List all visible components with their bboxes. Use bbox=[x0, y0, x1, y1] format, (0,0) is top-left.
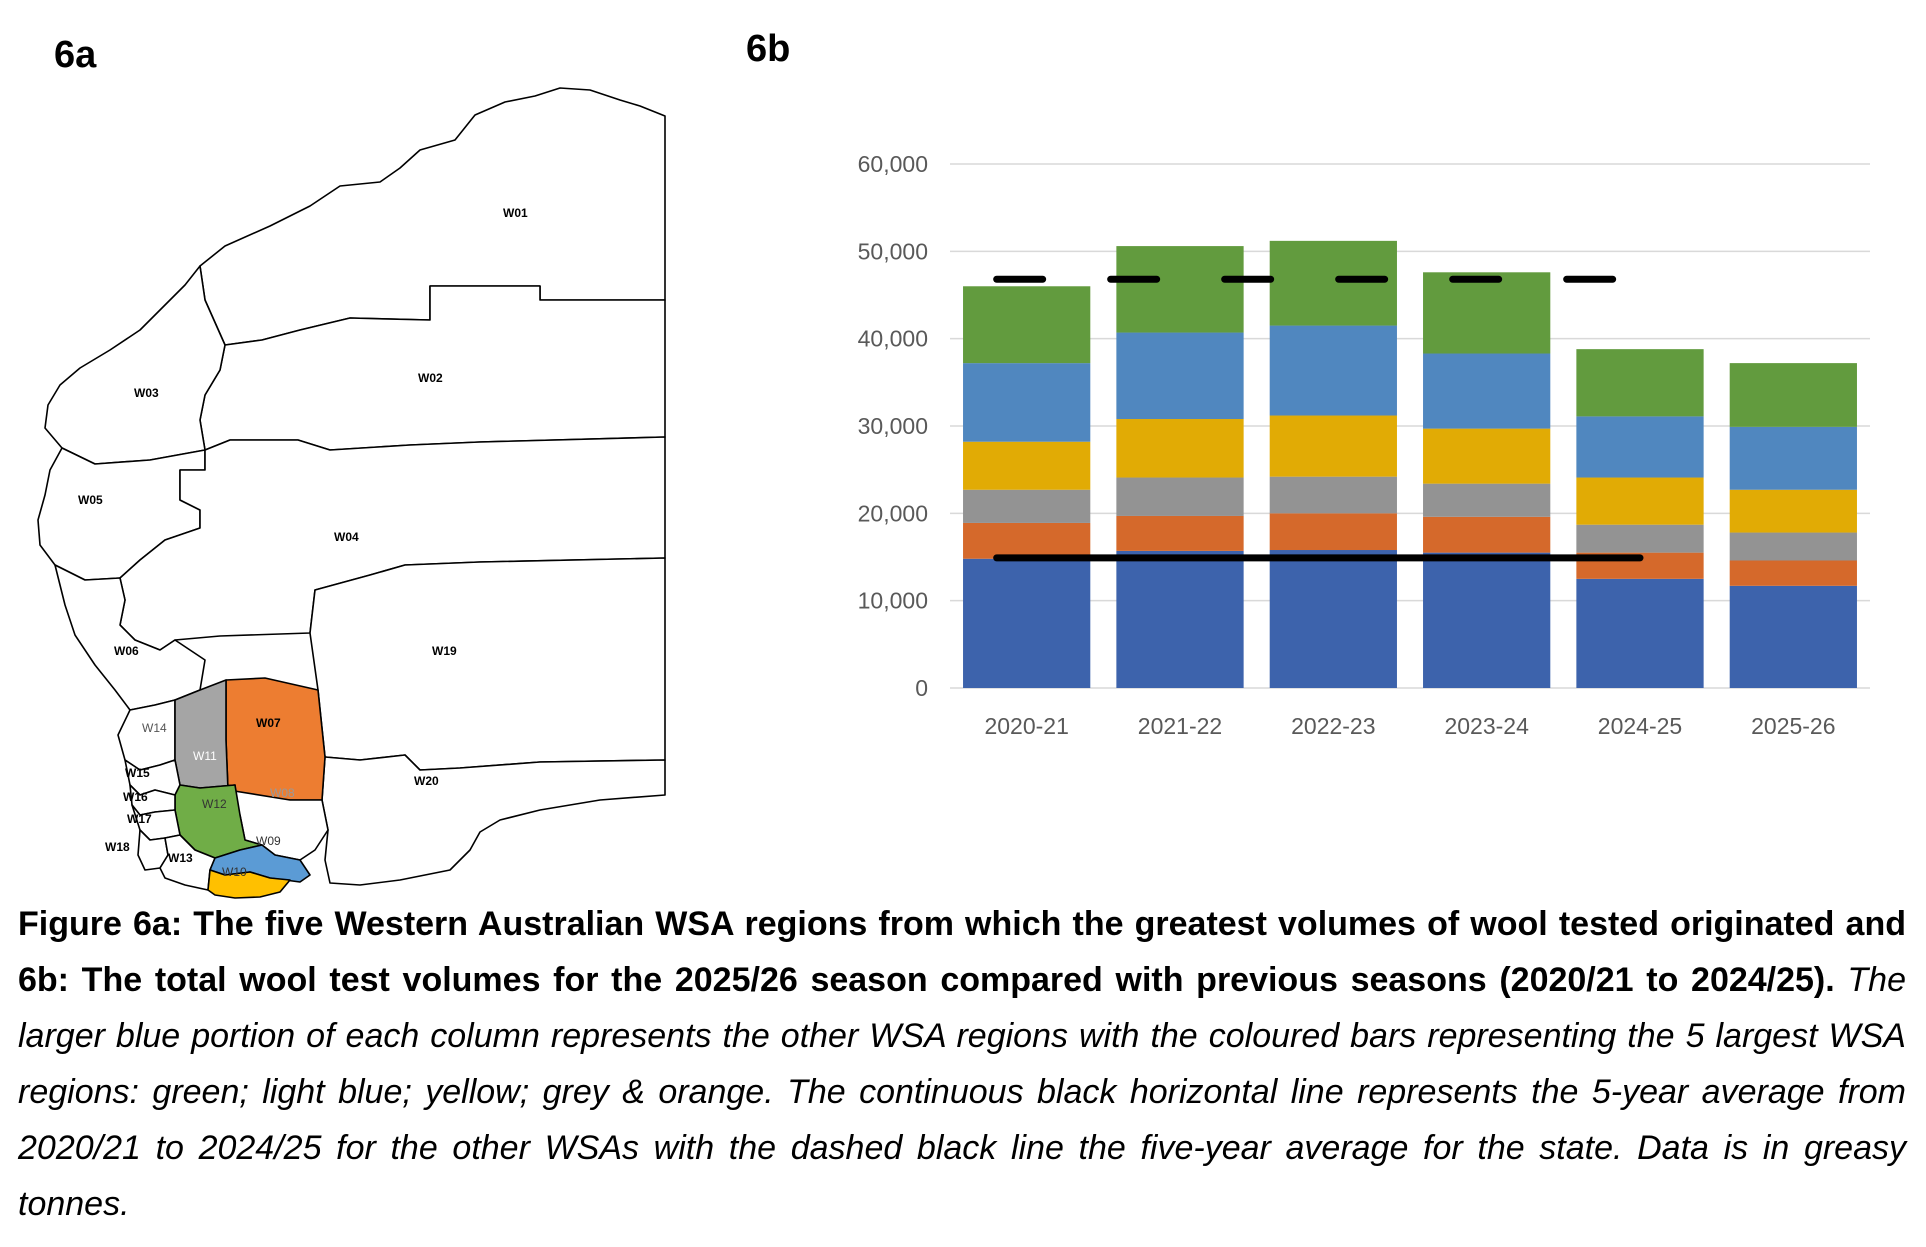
map-region-w06 bbox=[54, 564, 206, 711]
caption-bold-text: Figure 6a: The five Western Australian W… bbox=[18, 905, 1906, 999]
map-region-w03 bbox=[44, 265, 226, 465]
bar-segment bbox=[1729, 585, 1857, 688]
y-tick-label: 50,000 bbox=[858, 238, 928, 264]
map-label-w09: W09 bbox=[256, 834, 281, 848]
map-label-w12: W12 bbox=[202, 797, 227, 811]
map-label-w10: W10 bbox=[222, 865, 247, 879]
map-region-w07 bbox=[225, 677, 326, 801]
chart-y-tick-labels: 0 10,000 20,000 30,000 40,000 50,000 60,000 bbox=[858, 151, 928, 701]
panel-b-label: 6b bbox=[746, 28, 791, 70]
map-region-w10 bbox=[207, 869, 291, 899]
bar-segment bbox=[1729, 560, 1857, 586]
bar-segment bbox=[1729, 532, 1857, 561]
map-region-w11 bbox=[174, 679, 236, 793]
bar-segment bbox=[1576, 416, 1704, 478]
bar-segment bbox=[1576, 477, 1704, 525]
figure-caption: Figure 6a: The five Western Australian W… bbox=[18, 896, 1906, 1232]
bar-segment bbox=[1269, 513, 1397, 551]
x-tick-label: 2023-24 bbox=[1444, 713, 1529, 739]
bar-segment bbox=[1116, 246, 1244, 333]
map-region-w14 bbox=[117, 699, 176, 771]
bar-segment bbox=[1729, 426, 1857, 490]
x-tick-label: 2025-26 bbox=[1751, 713, 1835, 739]
y-tick-label: 30,000 bbox=[858, 413, 928, 439]
chart-x-tick-labels: 2020-21 2021-22 2022-23 2023-24 2024-25 2025-… bbox=[984, 713, 1835, 739]
bar-segment bbox=[1423, 552, 1551, 688]
bar-segment bbox=[963, 363, 1091, 442]
map-label-w17: W17 bbox=[127, 812, 152, 826]
bar-segment bbox=[963, 286, 1091, 364]
bar-segment bbox=[1729, 489, 1857, 533]
chart-bars bbox=[963, 240, 1857, 688]
map-label-w08: W08 bbox=[270, 786, 295, 800]
map-label-w18: W18 bbox=[105, 840, 130, 854]
x-tick-label: 2022-23 bbox=[1291, 713, 1375, 739]
wool-volume-stacked-bar-chart: 0 10,000 20,000 30,000 40,000 50,000 60,000 20… bbox=[858, 151, 1870, 739]
map-label-w15: W15 bbox=[125, 766, 150, 780]
bar-segment bbox=[1423, 353, 1551, 429]
bar-segment bbox=[1269, 476, 1397, 514]
y-tick-label: 60,000 bbox=[858, 151, 928, 177]
chart-average-lines bbox=[993, 275, 1644, 562]
x-tick-label: 2021-22 bbox=[1138, 713, 1222, 739]
bar-segment bbox=[963, 441, 1091, 490]
panel-a-label: 6a bbox=[54, 34, 97, 76]
bar-segment bbox=[1116, 419, 1244, 478]
bar-segment bbox=[1116, 550, 1244, 688]
map-label-w19: W19 bbox=[432, 644, 457, 658]
caption-italic-text: The larger blue portion of each column r… bbox=[18, 961, 1906, 1223]
map-region-w19 bbox=[309, 557, 666, 771]
y-tick-label: 10,000 bbox=[858, 588, 928, 614]
map-label-w01: W01 bbox=[503, 206, 528, 220]
map-label-w13: W13 bbox=[168, 851, 193, 865]
map-region-w04 bbox=[119, 436, 666, 651]
map-label-w06: W06 bbox=[114, 644, 139, 658]
bar-segment bbox=[1269, 325, 1397, 416]
map-label-w14: W14 bbox=[142, 721, 167, 735]
bar-segment bbox=[1576, 524, 1704, 553]
map-label-w20: W20 bbox=[414, 774, 439, 788]
map-label-w02: W02 bbox=[418, 371, 443, 385]
map-label-w16: W16 bbox=[123, 790, 148, 804]
bar-segment bbox=[1423, 516, 1551, 553]
bar-segment bbox=[1576, 578, 1704, 688]
chart-gridlines bbox=[950, 163, 1870, 689]
bar-segment bbox=[1269, 415, 1397, 477]
map-label-w03: W03 bbox=[134, 386, 159, 400]
y-tick-label: 20,000 bbox=[858, 500, 928, 526]
map-label-w11: W11 bbox=[193, 749, 217, 763]
map-label-w07: W07 bbox=[256, 716, 281, 730]
y-tick-label: 0 bbox=[915, 675, 928, 701]
bar-segment bbox=[1269, 240, 1397, 326]
map-region-w20 bbox=[321, 754, 666, 886]
bar-segment bbox=[1116, 515, 1244, 551]
bar-segment bbox=[963, 522, 1091, 559]
bar-segment bbox=[1423, 428, 1551, 484]
map-label-w05: W05 bbox=[78, 493, 103, 507]
bar-segment bbox=[1576, 349, 1704, 417]
bar-segment bbox=[1269, 550, 1397, 688]
bar-segment bbox=[1729, 363, 1857, 427]
bar-segment bbox=[1116, 477, 1244, 516]
bar-segment bbox=[963, 558, 1091, 688]
bar-segment bbox=[1423, 272, 1551, 354]
x-tick-label: 2020-21 bbox=[984, 713, 1068, 739]
bar-segment bbox=[1423, 483, 1551, 517]
map-label-w04: W04 bbox=[334, 530, 359, 544]
wa-region-map: W01 W02 W03 W04 W05 W06 W07 W08 W09 W10 … bbox=[37, 87, 666, 899]
y-tick-label: 40,000 bbox=[858, 326, 928, 352]
bar-segment bbox=[1116, 332, 1244, 420]
bar-segment bbox=[963, 489, 1091, 523]
x-tick-label: 2024-25 bbox=[1598, 713, 1682, 739]
